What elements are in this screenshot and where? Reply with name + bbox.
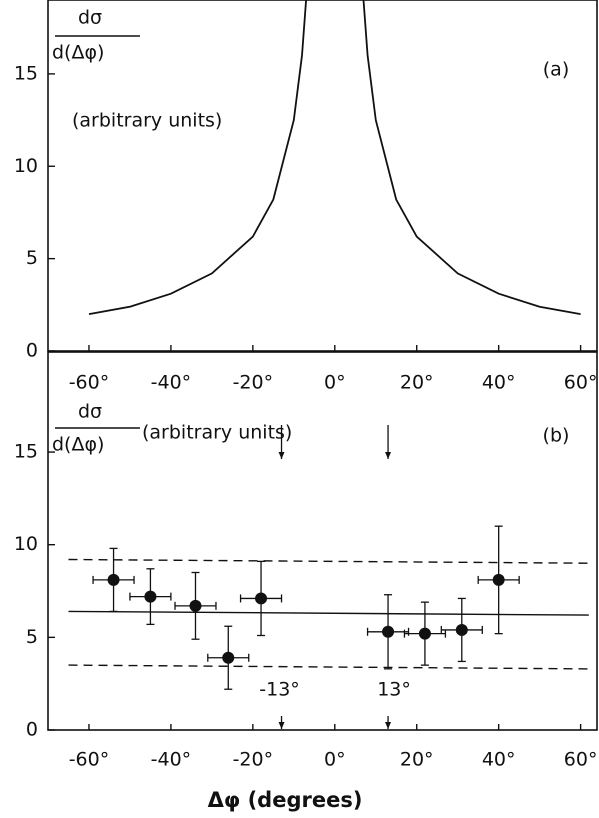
y-label-numerator: dσ (78, 401, 102, 423)
y-tick-label: 0 (26, 340, 38, 362)
data-point (107, 573, 120, 586)
x-tick-label: 40° (482, 372, 516, 394)
x-tick-label: 60° (564, 749, 598, 771)
y-label-units: (arbitrary units) (72, 110, 222, 132)
plot-frame (47, 351, 598, 731)
data-point (455, 623, 468, 636)
x-tick-label: 0° (324, 749, 346, 771)
fit-line (68, 610, 589, 616)
x-tick-label: 0° (324, 372, 346, 394)
y-label-denominator: d(Δφ) (52, 434, 104, 456)
fit-line (68, 558, 589, 564)
x-tick-label: 60° (564, 372, 598, 394)
x-tick-label: -60° (69, 372, 110, 394)
plot-frame (47, 0, 598, 352)
arrow-head (278, 722, 285, 729)
x-tick-label: 20° (400, 372, 434, 394)
y-tick-label: 10 (14, 155, 38, 177)
y-tick-label: 15 (14, 62, 38, 84)
data-point (255, 592, 268, 605)
y-label-units: (arbitrary units) (142, 422, 292, 444)
x-tick-label: -40° (151, 372, 192, 394)
annotation-label: 13° (377, 679, 411, 701)
x-tick-label: -20° (233, 749, 274, 771)
arrow-head (385, 722, 392, 729)
x-axis-label: Δφ (degrees) (208, 788, 363, 812)
data-point (222, 651, 235, 664)
y-label-numerator: dσ (78, 7, 102, 29)
y-label-denominator: d(Δφ) (52, 42, 104, 64)
x-tick-label: -40° (151, 749, 192, 771)
curve (88, 0, 581, 315)
arrow-head (385, 452, 392, 459)
y-tick-label: 5 (26, 247, 38, 269)
data-point (492, 573, 505, 586)
data-point (189, 599, 202, 612)
fit-line (68, 664, 589, 670)
x-tick-label: -60° (69, 749, 110, 771)
x-tick-label: 40° (482, 749, 516, 771)
arrow-head (278, 452, 285, 459)
panel-label: (a) (543, 59, 569, 81)
y-tick-label: 5 (26, 626, 38, 648)
y-tick-label: 15 (14, 441, 38, 463)
x-tick-label: 20° (400, 749, 434, 771)
data-point (418, 627, 431, 640)
data-point (382, 625, 395, 638)
y-tick-label: 10 (14, 533, 38, 555)
annotation-label: -13° (259, 679, 300, 701)
y-tick-label: 0 (26, 719, 38, 741)
panel-label: (b) (543, 425, 570, 447)
data-point (144, 590, 157, 603)
x-tick-label: -20° (233, 372, 274, 394)
